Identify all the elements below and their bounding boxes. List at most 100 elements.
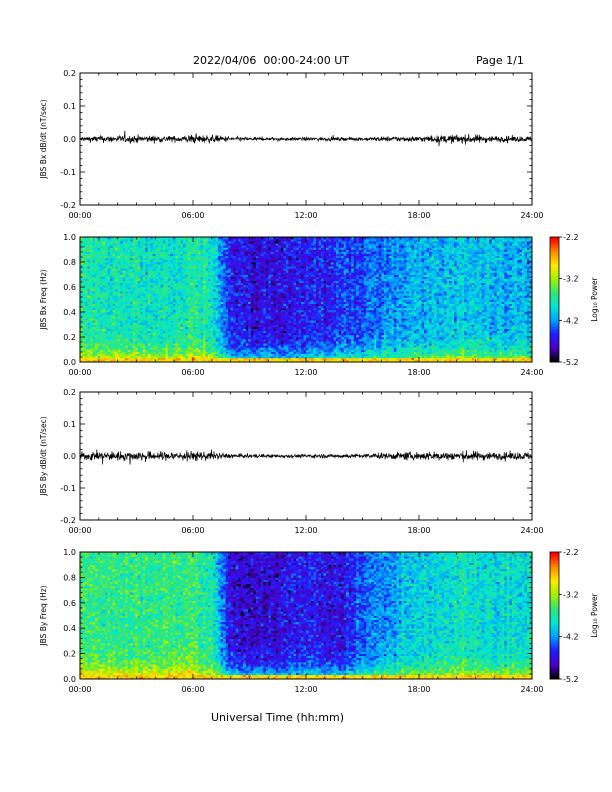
spectrogram-cell [168,275,171,277]
spectrogram-cell [173,275,176,277]
spectrogram-cell [208,310,211,312]
spectrogram-cell [98,347,101,349]
spectrogram-cell [243,270,246,272]
spectrogram-cell [113,358,116,360]
spectrogram-cell [206,322,209,324]
spectrogram-cell [140,287,143,289]
spectrogram-cell [135,285,138,287]
spectrogram-cell [135,300,138,302]
spectrogram-cell [261,256,264,258]
spectrogram-cell [125,247,128,249]
spectrogram-cell [120,333,123,335]
spectrogram-cell [123,293,126,295]
spectrogram-cell [158,279,161,281]
spectrogram-cell [266,295,269,297]
spectrogram-cell [120,310,123,312]
spectrogram-cell [206,272,209,274]
spectrogram-cell [168,247,171,249]
spectrogram-cell [118,333,121,335]
spectrogram-cell [100,293,103,295]
spectrogram-cell [100,350,103,352]
spectrogram-cell [246,264,249,266]
spectrogram-cell [88,277,91,279]
spectrogram-cell [150,279,153,281]
spectrogram-cell [110,275,113,277]
spectrogram-cell [211,325,214,327]
spectrogram-cell [178,339,181,341]
spectrogram-cell [135,250,138,252]
spectrogram-cell [193,356,196,358]
spectrogram-cell [241,277,244,279]
spectrogram-cell [196,316,199,318]
spectrogram-cell [103,283,106,285]
spectrogram-cell [170,304,173,306]
spectrogram-cell [130,247,133,249]
spectrogram-cell [231,285,234,287]
spectrogram-cell [120,268,123,270]
spectrogram-cell [85,327,88,329]
spectrogram-cell [180,254,183,256]
spectrogram-cell [145,335,148,337]
spectrogram-cell [175,333,178,335]
spectrogram-cell [93,252,96,254]
spectrogram-cell [165,325,168,327]
spectrogram-cell [165,241,168,243]
spectrogram-cell [283,358,286,360]
spectrogram-cell [276,272,279,274]
spectrogram-cell [193,270,196,272]
spectrogram-cell [263,293,266,295]
spectrogram-cell [158,306,161,308]
spectrogram-cell [158,318,161,320]
spectrogram-cell [188,279,191,281]
spectrogram-cell [223,356,226,358]
spectrogram-cell [103,327,106,329]
spectrogram-cell [108,318,111,320]
spectrogram-cell [233,335,236,337]
spectrogram-cell [175,281,178,283]
spectrogram-cell [276,306,279,308]
spectrogram-cell [138,241,141,243]
spectrogram-cell [95,243,98,245]
spectrogram-cell [133,239,136,241]
spectrogram-cell [226,285,229,287]
spectrogram-cell [168,262,171,264]
spectrogram-cell [148,266,151,268]
spectrogram-cell [273,304,276,306]
spectrogram-cell [83,295,86,297]
spectrogram-cell [128,316,131,318]
spectrogram-cell [170,279,173,281]
spectrogram-cell [115,325,118,327]
spectrogram-cell [201,264,204,266]
spectrogram-cell [143,329,146,331]
spectrogram-cell [261,314,264,316]
spectrogram-cell [185,258,188,260]
spectrogram-cell [203,308,206,310]
spectrogram-cell [190,302,193,304]
spectrogram-cell [185,302,188,304]
spectrogram-cell [105,283,108,285]
spectrogram-cell [115,308,118,310]
spectrogram-cell [155,287,158,289]
spectrogram-cell [198,287,201,289]
spectrogram-cell [145,254,148,256]
spectrogram-cell [118,356,121,358]
spectrogram-cell [83,291,86,293]
spectrogram-cell [238,322,241,324]
spectrogram-cell [196,352,199,354]
spectrogram-cell [190,283,193,285]
spectrogram-cell [163,250,166,252]
spectrogram-cell [108,310,111,312]
spectrogram-cell [165,352,168,354]
spectrogram-cell [153,314,156,316]
spectrogram-cell [223,312,226,314]
spectrogram-cell [203,264,206,266]
spectrogram-cell [238,250,241,252]
spectrogram-cell [273,289,276,291]
spectrogram-cell [203,350,206,352]
spectrogram-cell [263,350,266,352]
spectrogram-cell [278,239,281,241]
spectrogram-cell [150,347,153,349]
spectrogram-cell [253,297,256,299]
spectrogram-cell [228,262,231,264]
spectrogram-cell [115,285,118,287]
